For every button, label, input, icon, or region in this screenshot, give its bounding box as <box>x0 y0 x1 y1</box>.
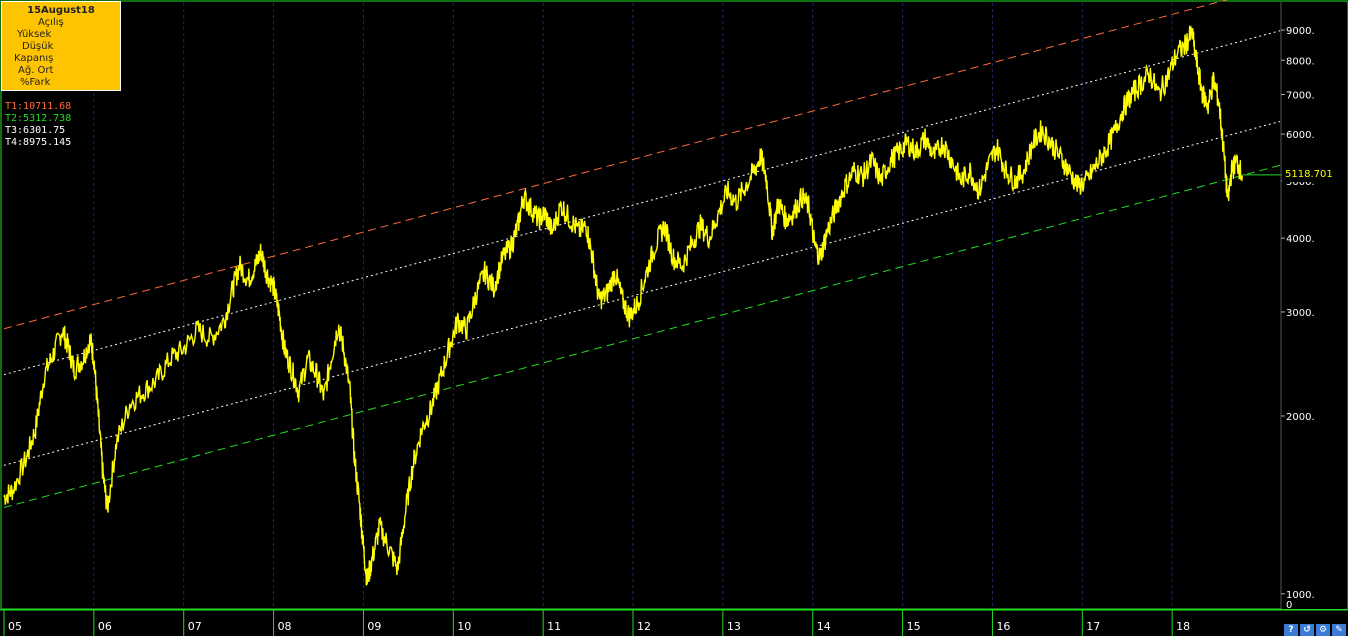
field-pct-diff: %Fark <box>20 77 51 88</box>
price-series-line <box>3 25 1243 586</box>
last-price-tag: 5118.701 <box>1282 167 1344 182</box>
trendline-t3[interactable] <box>3 121 1281 466</box>
x-tick-label-11: 11 <box>547 620 561 633</box>
price-series-layer <box>3 25 1282 586</box>
x-axis-panel <box>0 610 1348 636</box>
x-tick-label-17: 17 <box>1086 620 1100 633</box>
field-avg: Ağ. Ort <box>18 65 54 76</box>
field-high: Yüksek <box>17 29 52 40</box>
y-axis[interactable]: 1000. 2000. 3000. 4000. 5000. 6000. 7000. 8000.… <box>1281 26 1315 611</box>
x-tick-label-16: 16 <box>996 620 1010 633</box>
x-tick-label-08: 08 <box>278 620 292 633</box>
x-axis[interactable]: 05 06 07 08 09 10 11 12 13 14 15 16 17 18 <box>3 610 1190 636</box>
data-window-date: 15August18 <box>27 5 95 16</box>
y-tick-label-extra: 0 <box>1286 600 1292 611</box>
refresh-icon[interactable]: ↺ <box>1300 624 1314 636</box>
x-tick-label-18: 18 <box>1176 620 1190 633</box>
vertical-gridlines <box>93 3 1173 607</box>
y-tick-label-4000: 4000. <box>1286 234 1315 245</box>
settings-icon[interactable]: ⚙ <box>1316 624 1330 636</box>
trendline-labels: T1:10711.68 T2:5312.738 T3:6301.75 T4:89… <box>5 101 71 149</box>
y-tick-label-5000: 5000. <box>1286 177 1315 188</box>
draw-icon[interactable]: ✎ <box>1332 624 1346 636</box>
chart-toolbar: ? ↺ ⚙ ✎ <box>1284 624 1346 636</box>
data-window: 15August18 Açılış Yüksek Düşük Kapanış A… <box>1 1 121 91</box>
x-tick-label-10: 10 <box>457 620 471 633</box>
trendline-layer <box>3 0 1281 508</box>
y-tick-label-9000: 9000. <box>1286 26 1315 37</box>
y-tick-label-1000: 1000. <box>1286 590 1315 601</box>
x-tick-label-05: 05 <box>8 620 22 633</box>
field-close: Kapanış <box>14 53 54 64</box>
trendline-label-t2: T2:5312.738 <box>5 113 72 124</box>
help-icon[interactable]: ? <box>1284 624 1298 636</box>
y-tick-label-7000: 7000. <box>1286 91 1315 102</box>
trendline-label-t1: T1:10711.68 <box>5 101 72 112</box>
x-tick-label-15: 15 <box>907 620 921 633</box>
x-tick-label-07: 07 <box>188 620 202 633</box>
x-tick-label-12: 12 <box>637 620 651 633</box>
chart-border <box>0 0 1348 610</box>
trendline-label-t4: T4:8975.145 <box>5 137 72 148</box>
y-tick-label-6000: 6000. <box>1286 130 1315 141</box>
field-low: Düşük <box>22 41 54 52</box>
x-tick-label-13: 13 <box>727 620 741 633</box>
y-tick-label-3000: 3000. <box>1286 308 1315 319</box>
field-open: Açılış <box>38 17 64 28</box>
y-tick-label-8000: 8000. <box>1286 56 1315 67</box>
y-axis-panel <box>1282 2 1347 609</box>
x-tick-label-09: 09 <box>367 620 381 633</box>
trendline-t4[interactable] <box>3 30 1281 376</box>
x-tick-label-06: 06 <box>98 620 112 633</box>
y-tick-label-2000: 2000. <box>1286 412 1315 423</box>
x-tick-label-14: 14 <box>817 620 831 633</box>
trendline-label-t3: T3:6301.75 <box>5 125 66 136</box>
